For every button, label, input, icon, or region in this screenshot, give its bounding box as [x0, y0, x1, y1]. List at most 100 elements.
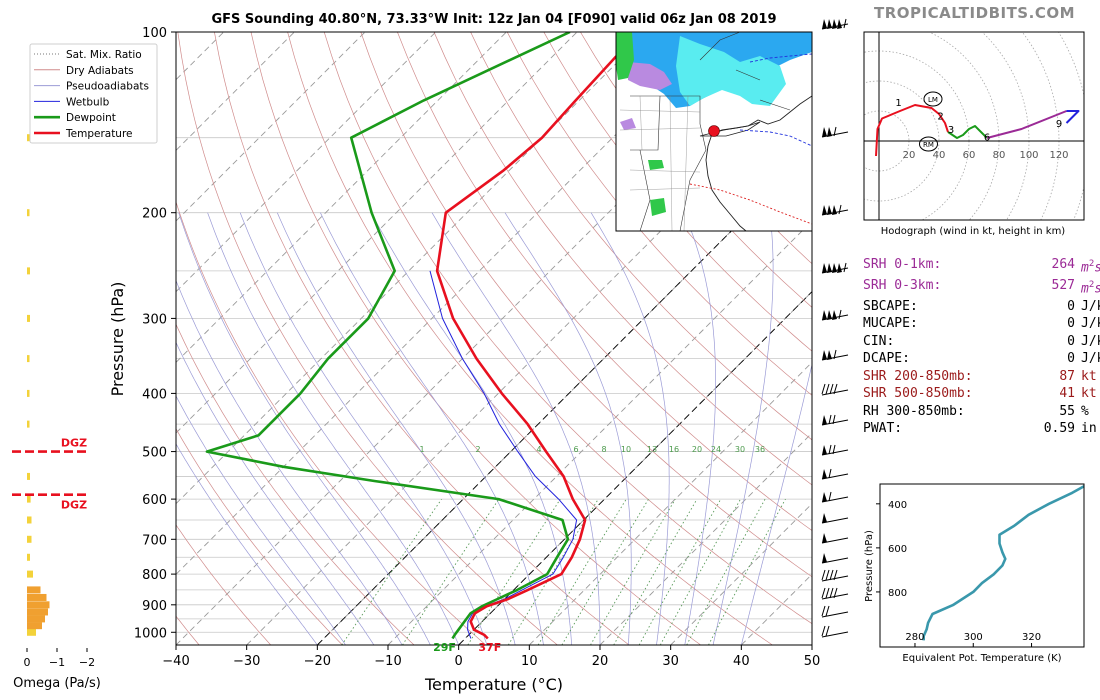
hodograph-trace: [986, 110, 1067, 139]
barb-shaft: [821, 449, 849, 456]
surface-dewpoint-label: 29F: [433, 641, 456, 654]
index-label: CIN:: [863, 333, 895, 349]
index-unit: in: [1081, 421, 1097, 437]
omega-bar: [27, 622, 42, 630]
wind-barb: [821, 605, 849, 618]
dry-adiabat-line: [287, 32, 773, 645]
barb-shaft: [821, 611, 849, 618]
index-row-sbcape: SBCAPE: 0 J/kg: [863, 298, 1100, 316]
mixing-ratio-label: 30: [735, 445, 745, 454]
wind-barb: [821, 18, 849, 30]
theta-frame: [879, 483, 1085, 648]
hodograph-ring-label: 60: [963, 150, 976, 161]
omega-axis-label: Omega (Pa/s): [13, 676, 101, 691]
wind-barb: [821, 587, 849, 600]
barb-shaft: [821, 354, 849, 361]
moist-adiabat-line: [176, 341, 375, 645]
dry-adiabat-line: [323, 32, 812, 625]
omega-tick-label: −1: [49, 656, 65, 669]
moist-adiabat-line: [431, 212, 601, 645]
barb-tick: [833, 383, 838, 395]
barb-tick: [825, 587, 830, 599]
hodograph-height-label: 9: [1056, 119, 1062, 130]
barb-tick: [825, 383, 830, 395]
dgz-isotherm-line: [317, 149, 812, 645]
omega-panel: 0 −1 −2 DGZ DGZ: [12, 134, 95, 669]
barb-tick: [829, 569, 834, 581]
index-unit: m2s−2: [1081, 259, 1100, 276]
hodograph-panel: 20 40 60 80 100 120 1 23 6 9 LM RM: [863, 31, 1085, 221]
y-tick-label: 200: [142, 207, 167, 222]
wind-barbs: [821, 18, 849, 638]
barb-tick: [843, 18, 847, 29]
index-label: SRH 0-1km:: [863, 257, 942, 272]
barb-flag: [822, 263, 827, 273]
x-tick-label: 50: [804, 654, 821, 669]
precip-purple-patch: [620, 118, 636, 130]
dry-adiabat-line: [177, 32, 558, 645]
legend-box: [29, 43, 158, 144]
barb-flag: [822, 445, 827, 455]
wind-barb: [821, 491, 849, 503]
omega-bar: [27, 389, 30, 397]
index-label: SHR 200-850mb:: [863, 368, 973, 384]
mixing-ratio-label: 24: [711, 445, 721, 454]
inset-map: [615, 31, 813, 232]
index-label: SHR 500-850mb:: [863, 386, 973, 402]
index-row-srh3: SRH 0-3km: 527 m2s−2: [863, 277, 1100, 298]
mixing-ratio-label: 2: [475, 445, 480, 454]
barb-tick: [843, 262, 847, 273]
moist-adiabat-line: [712, 212, 774, 645]
index-label: SBCAPE:: [863, 298, 918, 314]
barb-tick: [828, 468, 832, 479]
omega-bar: [27, 535, 32, 543]
skewt-profile-lines: [205, 32, 642, 640]
hodograph-plot-area: 20 40 60 80 100 120 1 23 6 9 LM RM: [864, 32, 1084, 220]
index-value: 0: [1067, 351, 1075, 367]
barb-flag: [827, 310, 832, 320]
omega-bar: [27, 570, 33, 578]
isotherm-line: [599, 432, 812, 645]
dgz-label: DGZ: [61, 499, 87, 512]
moist-adiabat-line: [239, 212, 488, 645]
barb-tick: [832, 444, 836, 455]
omega-tick-label: −2: [79, 656, 95, 669]
barb-tick: [825, 605, 830, 617]
barb-shaft: [821, 389, 849, 396]
barb-tick: [838, 204, 842, 215]
hodograph-frame: [863, 31, 1085, 221]
surface-temperature-label: 37F: [478, 641, 501, 654]
y-tick-label: 700: [142, 533, 167, 548]
dry-adiabat-line: [433, 32, 812, 486]
barb-shaft: [821, 575, 849, 582]
theta-x-tick-label: 300: [964, 632, 983, 643]
sounding-indices: SRH 0-1km: 264 m2s−2 SRH 0-3km: 527 m2s−2 SB…: [863, 256, 1100, 438]
index-unit: %: [1081, 403, 1089, 419]
dry-adiabat-line: [176, 524, 272, 645]
y-axis-label: Pressure (hPa): [108, 282, 127, 397]
barb-shaft: [821, 131, 849, 138]
barb-flag: [822, 553, 827, 563]
barb-shaft: [821, 496, 849, 503]
barb-tick: [821, 625, 826, 637]
omega-bar: [27, 472, 30, 480]
y-tick-label: 300: [142, 312, 167, 327]
barb-tick: [829, 587, 834, 599]
omega-bar: [27, 553, 30, 561]
wind-barb: [821, 262, 849, 274]
county-borders: [619, 95, 701, 231]
thickness-540-blue: [749, 53, 812, 63]
x-tick-label: −20: [304, 654, 331, 669]
hodograph-ring-label: 80: [993, 150, 1006, 161]
barb-tick: [825, 569, 830, 581]
theta-background: [880, 484, 1084, 647]
omega-bar: [27, 420, 30, 428]
barb-flag: [822, 310, 827, 320]
hodograph-ring-label: 20: [903, 150, 916, 161]
barb-tick: [825, 625, 830, 637]
barb-tick: [828, 444, 832, 455]
y-tick-label: 900: [142, 599, 167, 614]
x-tick-label: 0: [455, 654, 463, 669]
dry-adiabat-line: [470, 32, 812, 441]
